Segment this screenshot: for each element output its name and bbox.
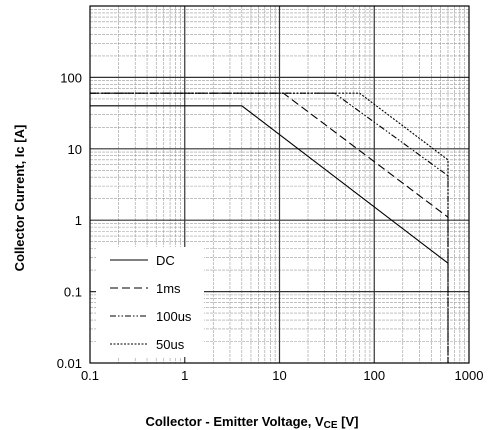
y-tick-label: 0.1 xyxy=(64,285,82,300)
x-axis-label: Collector - Emitter Voltage, VCE [V] xyxy=(145,414,358,430)
legend-label-50us: 50us xyxy=(156,337,185,352)
x-axis-label-main: Collector - Emitter Voltage, V xyxy=(145,414,324,429)
plot-frame xyxy=(89,5,470,364)
x-tick-label: 10 xyxy=(272,368,286,383)
x-tick-label: 1 xyxy=(181,368,188,383)
y-tick-labels: 0.01 0.1 1 10 100 xyxy=(57,70,82,371)
legend-label-100us: 100us xyxy=(156,309,192,324)
y-tick-label: 100 xyxy=(60,70,82,85)
x-tick-label: 0.1 xyxy=(81,368,99,383)
y-tick-label: 1 xyxy=(75,213,82,228)
x-axis-label-sub: CE xyxy=(324,420,338,430)
legend-box xyxy=(96,247,204,357)
x-tick-label: 1000 xyxy=(455,368,484,383)
legend: DC 1ms 100us 50us xyxy=(96,247,204,357)
x-tick-labels: 0.1 1 10 100 1000 xyxy=(81,368,484,383)
series-line-dc xyxy=(90,105,449,264)
series-line-50us xyxy=(90,92,449,363)
y-tick-label: 0.01 xyxy=(57,356,82,371)
y-tick-label: 10 xyxy=(68,142,82,157)
y-axis-label: Collector Current, Ic [A] xyxy=(12,125,27,272)
legend-label-dc: DC xyxy=(156,253,175,268)
x-axis-label-unit: [V] xyxy=(338,414,359,429)
legend-label-1ms: 1ms xyxy=(156,281,181,296)
curves xyxy=(90,92,449,363)
x-tick-label: 100 xyxy=(363,368,385,383)
series-line-100us xyxy=(90,92,449,363)
